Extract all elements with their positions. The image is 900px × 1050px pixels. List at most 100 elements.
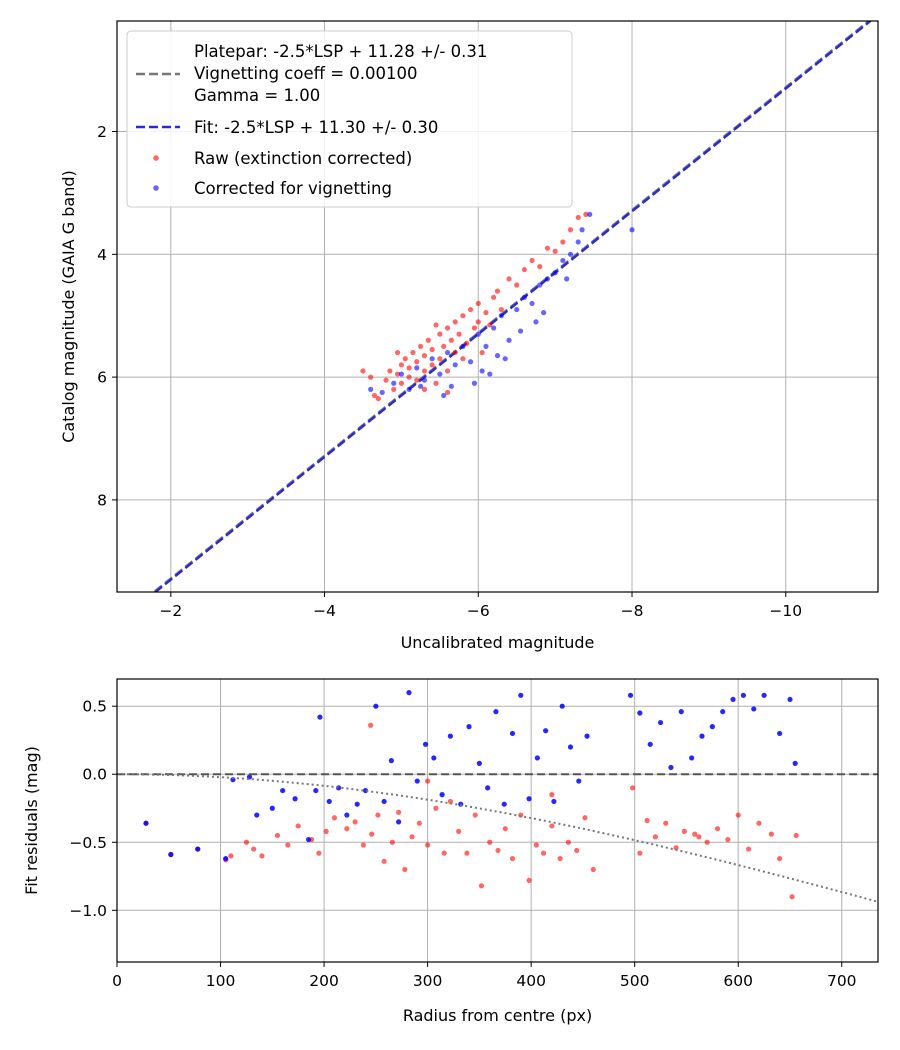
raw-data-point: [371, 392, 378, 399]
raw-residual-point: [590, 866, 596, 873]
raw-data-point: [402, 356, 408, 362]
corrected-data-point: [487, 371, 493, 377]
corrected-data-point: [418, 383, 424, 389]
raw-data-point: [479, 349, 485, 356]
raw-residual-point: [396, 809, 402, 815]
raw-data-point: [444, 325, 451, 331]
raw-residual-point: [228, 853, 234, 859]
raw-residual-point: [777, 855, 783, 862]
plot-area: [151, 21, 873, 592]
corrected-residual-point: [431, 755, 437, 761]
raw-data-point: [433, 380, 439, 386]
raw-residual-point: [582, 815, 588, 821]
vignetting-curve: [117, 773, 878, 903]
raw-residual-point: [509, 855, 516, 862]
corrected-data-point: [483, 343, 489, 350]
corrected-residual-point: [751, 706, 757, 712]
corrected-residual-point: [792, 760, 798, 766]
corrected-residual-point: [526, 796, 532, 802]
corrected-data-point: [391, 380, 397, 386]
legend-platepar-text: Vignetting coeff = 0.00100: [194, 64, 418, 83]
x-tick-label: 300: [413, 972, 443, 990]
x-tick-label: −10: [769, 602, 802, 620]
raw-residual-point: [389, 839, 396, 845]
raw-data-point: [421, 386, 428, 392]
raw-residual-point: [630, 785, 636, 791]
corrected-residual-point: [195, 846, 201, 852]
y-tick-label: 0.0: [82, 766, 107, 784]
corrected-residual-point: [344, 812, 350, 818]
raw-residual-point: [526, 877, 532, 883]
y-axis-title: Fit residuals (mag): [22, 746, 41, 895]
raw-residual-point: [402, 866, 408, 873]
corrected-residual-point: [466, 724, 472, 730]
raw-residual-point: [704, 839, 710, 845]
x-tick-label: 600: [723, 972, 753, 990]
raw-residual-point: [285, 842, 291, 848]
corrected-data-point: [552, 270, 558, 276]
y-tick-label: 2: [97, 123, 107, 141]
x-tick-label: 0: [112, 972, 122, 990]
corrected-residual-point: [699, 733, 705, 739]
raw-data-point: [452, 349, 458, 356]
raw-data-point: [529, 257, 535, 264]
raw-data-point: [552, 248, 558, 254]
raw-data-point: [406, 365, 412, 371]
x-tick-label: −6: [467, 602, 490, 620]
raw-data-point: [448, 337, 454, 343]
corrected-data-point: [514, 306, 520, 313]
raw-residual-point: [344, 826, 350, 832]
raw-residual-point: [502, 826, 508, 832]
raw-data-point: [398, 362, 405, 368]
raw-data-point: [429, 362, 435, 368]
corrected-residual-point: [501, 801, 507, 807]
corrected-residual-point: [543, 728, 549, 734]
corrected-residual-point: [740, 692, 747, 698]
corrected-data-point: [502, 356, 508, 362]
corrected-residual-point: [678, 709, 684, 715]
raw-data-point: [383, 377, 389, 383]
raw-residual-point: [789, 894, 795, 900]
corrected-residual-point: [509, 730, 516, 737]
corrected-data-point: [564, 276, 570, 282]
x-tick-label: −8: [621, 602, 644, 620]
corrected-data-point: [529, 300, 535, 307]
raw-data-point: [437, 331, 443, 337]
raw-data-point: [567, 227, 574, 233]
corrected-residual-point: [637, 710, 643, 716]
corrected-residual-point: [168, 851, 174, 858]
corrected-data-point: [494, 353, 501, 359]
raw-residual-point: [565, 839, 572, 845]
corrected-residual-point: [230, 777, 236, 783]
raw-residual-point: [352, 819, 358, 825]
corrected-residual-point: [292, 796, 298, 802]
raw-residual-point: [756, 820, 762, 826]
corrected-residual-point: [373, 703, 379, 709]
raw-data-point: [360, 368, 366, 374]
raw-data-point: [467, 306, 474, 313]
y-tick-label: 4: [97, 246, 107, 264]
plot-area: [117, 690, 878, 903]
corrected-data-point: [521, 294, 528, 300]
raw-residual-point: [549, 792, 555, 798]
raw-data-point: [444, 368, 451, 374]
x-tick-label: 100: [206, 972, 236, 990]
raw-data-point: [421, 368, 428, 374]
x-tick-label: 200: [309, 972, 339, 990]
corrected-residual-point: [761, 692, 767, 698]
raw-residual-point: [725, 836, 731, 843]
raw-residual-point: [251, 846, 257, 852]
raw-residual-point: [652, 834, 658, 840]
y-axis-title: Catalog magnitude (GAIA G band): [59, 170, 78, 442]
raw-data-point: [406, 374, 412, 380]
x-axis-title: Radius from centre (px): [403, 1006, 592, 1025]
raw-data-point: [514, 282, 520, 288]
raw-residual-point: [557, 855, 563, 862]
corrected-residual-point: [313, 787, 319, 794]
raw-residual-point: [425, 778, 431, 784]
corrected-data-point: [475, 331, 481, 337]
raw-data-point: [537, 263, 543, 270]
corrected-data-point: [544, 276, 551, 282]
y-tick-label: 8: [97, 491, 107, 509]
